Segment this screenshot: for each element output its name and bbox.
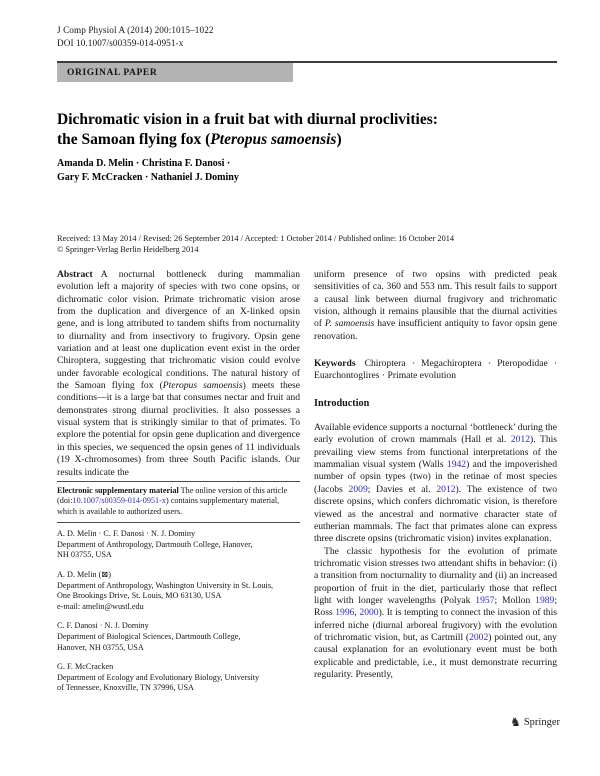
keywords-paragraph: Keywords Chiroptera · Megachiroptera · Pt… (314, 358, 557, 383)
authors-line1: Amanda D. Melin · Christina F. Danosi · (57, 158, 231, 169)
text-segment: P. samoensis (324, 318, 375, 330)
text-segment: The classic hypothesis for the evolution… (314, 545, 557, 606)
affiliation-block: G. F. McCracken Department of Ecology an… (57, 662, 300, 694)
supplementary-note: Electronic supplementary material The on… (57, 480, 300, 518)
text-segment: ) pointed out, any causal explanation fo… (314, 631, 557, 680)
text-segment: ) (336, 131, 342, 148)
affiliation-email-line: e-mail: amelin@wustl.edu (57, 601, 144, 611)
journal-ref: J Comp Physiol A (2014) 200:1015–1022 (57, 25, 214, 35)
copyright-line: © Springer-Verlag Berlin Heidelberg 2014 (57, 245, 199, 254)
affiliation-block: C. F. Danosi · N. J. Dominy Department o… (57, 621, 300, 653)
inline-link[interactable]: 2002 (469, 631, 489, 643)
text-segment: ; Mollon (494, 594, 536, 606)
inline-link[interactable]: 1989 (535, 594, 555, 606)
text-segment: ) and the impoverished number of opsin t… (314, 459, 557, 495)
inline-link[interactable]: 1957 (475, 594, 495, 606)
text-segment: ). It is tempting to connect the invasio… (314, 607, 557, 643)
affiliation-line: One Brookings Drive, St. Louis, MO 63130… (57, 591, 222, 601)
authors-block: Amanda D. Melin · Christina F. Danosi · … (57, 157, 557, 184)
inline-link[interactable]: 1996 (335, 607, 355, 619)
first-page-footnotes: Electronic supplementary material The on… (57, 480, 300, 704)
intro-paragraph-1: Available evidence supports a nocturnal … (314, 422, 557, 545)
introduction-heading: Introduction (314, 397, 370, 409)
history-dates-line: Received: 13 May 2014 / Revised: 26 Sept… (57, 234, 455, 243)
knight-icon: ♞ (510, 715, 521, 729)
text-segment: Pteropus samoensis (162, 380, 243, 392)
springer-logo: ♞ Springer (510, 716, 560, 728)
paper-title: Dichromatic vision in a fruit bat with d… (57, 110, 557, 150)
text-segment: the Samoan flying fox ( (57, 131, 211, 148)
text-segment: Available evidence supports a nocturnal … (314, 422, 557, 446)
text-segment: Pteropus samoensis (210, 131, 337, 148)
inline-link[interactable]: 2009 (348, 483, 368, 495)
section-banner: ORIGINAL PAPER (57, 61, 557, 82)
affiliation-line: G. F. McCracken (57, 662, 114, 672)
authors-line2: Gary F. McCracken · Nathaniel J. Dominy (57, 171, 239, 183)
affiliation-line: A. D. Melin · C. F. Danosi · N. J. Domin… (57, 529, 196, 539)
text-segment: The online version of this article (doi: (57, 485, 288, 506)
keywords-label: Keywords (314, 358, 356, 370)
text-segment: Electronic supplementary material (57, 485, 179, 495)
text-segment: ; Ross (314, 594, 557, 619)
affiliation-line: of Tennessee, Knoxville, TN 37996, USA (57, 683, 194, 693)
affiliation-line: C. F. Danosi · N. J. Dominy (57, 621, 149, 631)
two-column-body: Abstract A nocturnal bottleneck during ma… (57, 269, 557, 703)
affiliation-line: Department of Biological Sciences, Dartm… (57, 632, 241, 642)
text-segment: ) contains supplementary material, which… (57, 496, 280, 516)
inline-link[interactable]: 10.1007/s00359-014-0951-x (72, 496, 166, 506)
affiliation-line: Department of Anthropology, Washington U… (57, 580, 274, 590)
affiliation-line: Department of Ecology and Evolutionary B… (57, 672, 260, 682)
text-segment: A nocturnal bottleneck during mammalian … (57, 269, 300, 392)
doi-line: DOI 10.1007/s00359-014-0951-x (57, 38, 184, 48)
abstract-label: Abstract (57, 269, 93, 280)
affiliations: A. D. Melin · C. F. Danosi · N. J. Domin… (57, 522, 300, 694)
abstract-text-left: A nocturnal bottleneck during mammalian … (57, 269, 300, 478)
column-left: Abstract A nocturnal bottleneck during ma… (57, 269, 300, 703)
inline-link[interactable]: 2000 (359, 607, 379, 619)
text-segment: uniform presence of two opsins with pred… (314, 269, 557, 330)
text-segment: ). The existence of two discrete opsins,… (314, 483, 557, 545)
text-segment: ; Davies et al. (367, 483, 437, 495)
abstract-text-right: uniform presence of two opsins with pred… (314, 269, 557, 343)
title-line1: Dichromatic vision in a fruit bat with d… (57, 111, 438, 128)
affiliation-block: A. D. Melin · C. F. Danosi · N. J. Domin… (57, 529, 300, 561)
affiliation-line: Department of Anthropology, Dartmouth Co… (57, 539, 253, 549)
affiliation-line: A. D. Melin (⊠) (57, 570, 111, 580)
inline-link[interactable]: 2012 (510, 434, 531, 446)
keywords-text: Chiroptera · Megachiroptera · Pteropodid… (314, 358, 557, 382)
title-line2: the Samoan flying fox (Pteropus samoensi… (57, 130, 557, 150)
inline-link[interactable]: 2012 (436, 483, 456, 495)
affiliation-line: Hanover, NH 03755, USA (57, 642, 144, 652)
text-segment: , (354, 607, 360, 619)
text-segment: ) meets these conditions—it is a large b… (57, 380, 300, 478)
text-segment: ). This prevailing view stems from funct… (314, 434, 558, 471)
affiliation-line: NH 03755, USA (57, 550, 112, 560)
text-segment: have insufficient antiquity to favor ops… (314, 318, 557, 342)
section-label: ORIGINAL PAPER (67, 67, 158, 78)
article-history: Received: 13 May 2014 / Revised: 26 Sept… (57, 233, 557, 255)
affiliation-block: A. D. Melin (⊠) Department of Anthropolo… (57, 570, 300, 612)
intro-paragraph-2: The classic hypothesis for the evolution… (314, 546, 557, 682)
section-banner-box: ORIGINAL PAPER (57, 63, 293, 82)
abstract-paragraph: Abstract A nocturnal bottleneck during ma… (57, 269, 300, 479)
column-right: uniform presence of two opsins with pred… (314, 269, 557, 703)
publisher-name: Springer (523, 716, 560, 728)
inline-link[interactable]: 1942 (446, 459, 467, 471)
